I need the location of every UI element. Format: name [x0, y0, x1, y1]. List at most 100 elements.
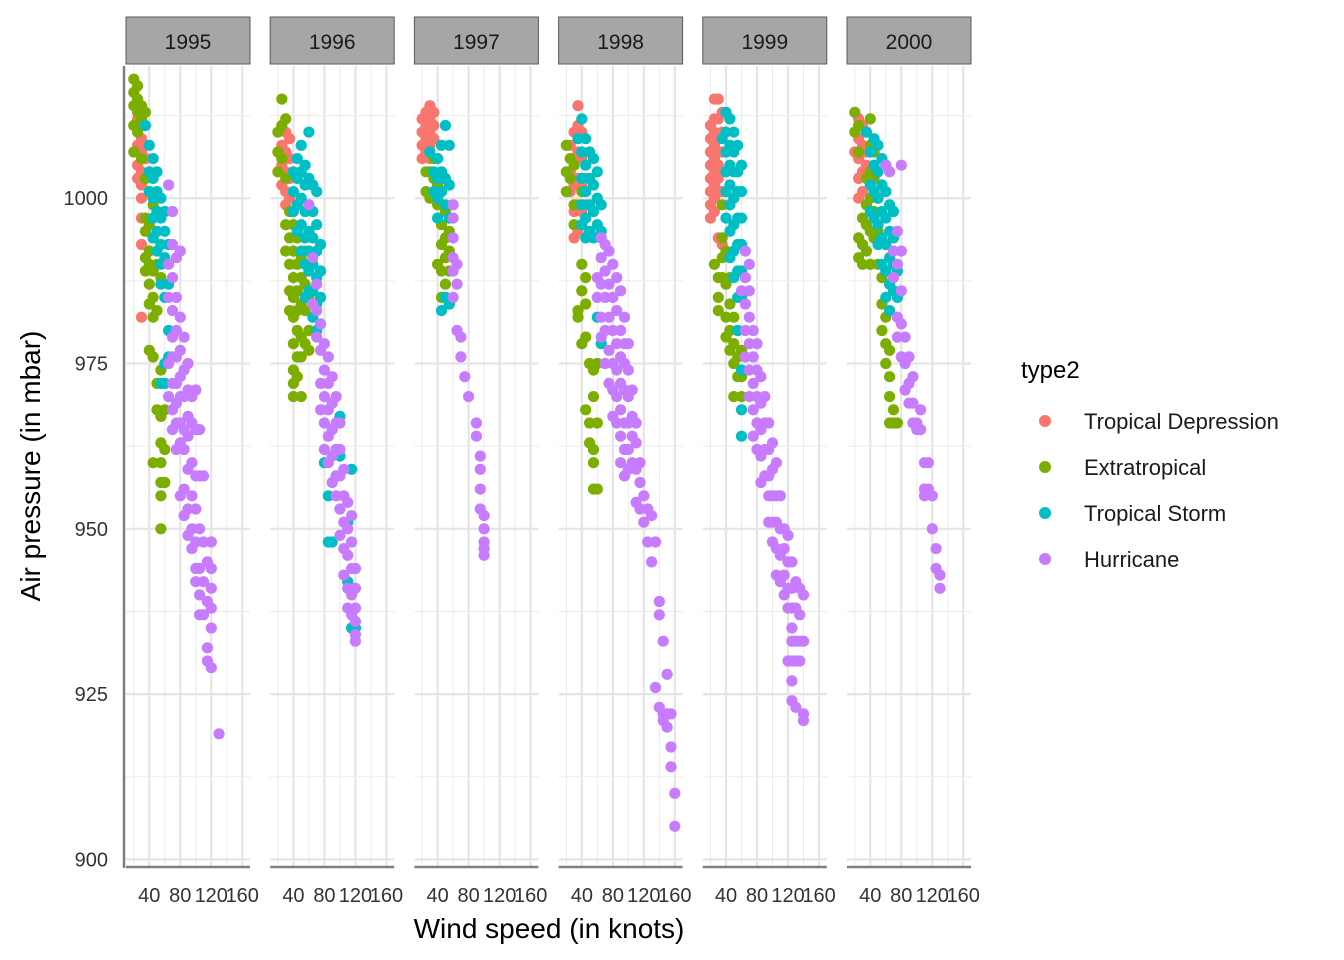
data-point	[338, 569, 350, 581]
data-point	[315, 265, 327, 277]
data-point	[159, 377, 171, 389]
data-point	[864, 146, 876, 158]
data-point	[739, 245, 752, 257]
data-point	[143, 139, 155, 151]
data-point	[174, 311, 186, 323]
data-point	[580, 404, 592, 416]
data-point	[763, 417, 775, 429]
data-point	[190, 576, 202, 588]
data-point	[587, 443, 600, 456]
data-point	[903, 351, 915, 363]
data-point	[907, 371, 919, 383]
data-point	[739, 324, 752, 337]
data-point	[139, 106, 151, 118]
data-point	[735, 285, 748, 297]
data-point	[611, 417, 623, 429]
data-point	[743, 311, 755, 323]
data-point	[930, 543, 942, 555]
x-tick-label: 160	[370, 885, 403, 907]
data-point	[872, 166, 884, 178]
data-point	[451, 258, 463, 270]
data-point	[576, 285, 588, 297]
data-point	[895, 285, 907, 297]
x-tick-label: 80	[458, 885, 480, 907]
data-point	[432, 212, 444, 224]
data-point	[735, 186, 748, 198]
data-point	[568, 159, 580, 171]
data-point	[880, 238, 892, 251]
series-hurricane	[163, 179, 225, 740]
x-axis-title: Wind speed (in knots)	[414, 913, 685, 944]
data-point	[884, 166, 896, 178]
data-point	[478, 509, 490, 522]
data-point	[447, 232, 459, 244]
data-point	[155, 278, 167, 290]
data-point	[143, 245, 155, 257]
data-point	[182, 430, 194, 442]
data-point	[587, 205, 600, 218]
data-point	[182, 503, 194, 515]
data-point	[560, 186, 572, 198]
data-point	[334, 503, 346, 515]
data-point	[599, 357, 611, 370]
data-point	[155, 490, 167, 502]
data-point	[708, 258, 721, 270]
data-point	[447, 291, 459, 303]
data-point	[287, 245, 299, 257]
data-point	[611, 364, 623, 376]
data-point	[926, 523, 938, 535]
data-point	[311, 219, 323, 231]
x-tick-label: 120	[627, 885, 660, 907]
data-point	[751, 338, 763, 350]
facet-strip-1995	[125, 16, 251, 65]
data-point	[213, 728, 225, 740]
data-point	[595, 278, 607, 290]
data-point	[155, 523, 167, 535]
data-point	[299, 305, 311, 317]
legend-label-tropical-depression: Tropical Depression	[1084, 409, 1279, 434]
data-point	[599, 291, 611, 303]
data-point	[720, 311, 732, 323]
data-point	[315, 377, 327, 389]
data-point	[595, 252, 607, 264]
series-hurricane	[735, 245, 810, 727]
data-point	[315, 291, 327, 303]
data-point	[591, 417, 603, 429]
facet-strip-2000	[846, 16, 972, 65]
data-point	[174, 245, 186, 257]
data-point	[607, 258, 619, 270]
data-point	[151, 225, 163, 237]
data-point	[630, 437, 642, 449]
data-point	[853, 146, 865, 158]
data-point	[607, 324, 619, 337]
data-point	[724, 179, 736, 191]
data-point	[428, 133, 440, 145]
data-point	[349, 602, 361, 614]
data-point	[197, 470, 210, 482]
data-point	[349, 582, 361, 594]
data-point	[143, 278, 155, 290]
facet-strip-label: 1998	[597, 31, 644, 54]
data-point	[611, 305, 623, 317]
data-point	[739, 272, 752, 284]
legend-label-hurricane: Hurricane	[1084, 547, 1179, 572]
data-point	[853, 119, 865, 132]
data-point	[576, 146, 588, 158]
data-point	[595, 199, 607, 211]
data-point	[661, 721, 673, 733]
facet-strip-1998	[558, 16, 684, 65]
data-point	[163, 258, 175, 270]
data-point	[318, 391, 330, 403]
data-point	[272, 166, 284, 178]
data-point	[708, 205, 721, 218]
y-axis-title: Air pressure (in mbar)	[15, 331, 46, 602]
data-point	[326, 536, 338, 548]
data-point	[716, 232, 728, 244]
data-point	[170, 291, 182, 303]
data-point	[747, 324, 759, 337]
data-point	[584, 417, 596, 429]
legend-key-tropical-depression	[1039, 415, 1051, 427]
